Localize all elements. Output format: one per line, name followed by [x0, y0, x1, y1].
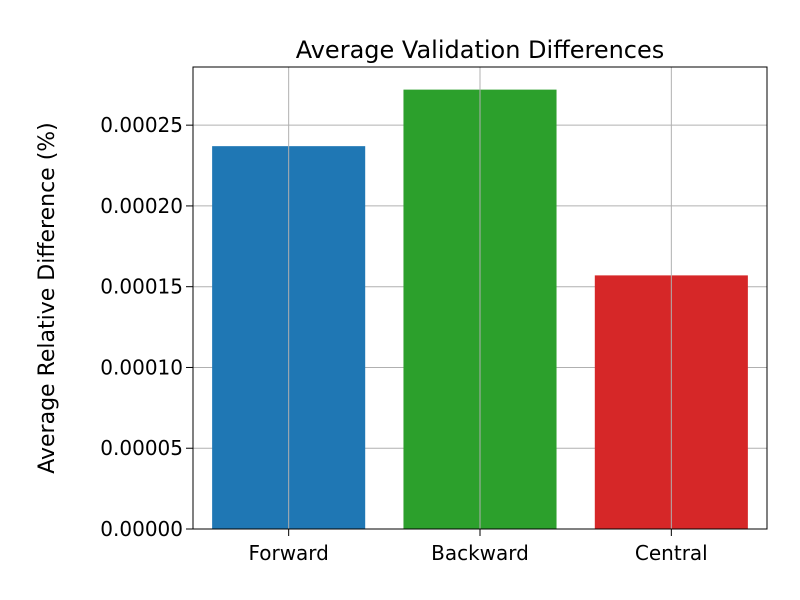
y-tick-label: 0.00010 — [100, 355, 183, 379]
x-tick-label: Backward — [431, 541, 529, 565]
x-tick-label: Central — [635, 541, 708, 565]
y-tick-label: 0.00005 — [100, 436, 183, 460]
y-tick-label: 0.00025 — [100, 113, 183, 137]
y-tick-label: 0.00020 — [100, 194, 183, 218]
y-axis-ticks: 0.00000 0.00005 0.00010 0.00015 0.00020 0.000… — [100, 113, 193, 541]
x-tick-label: Forward — [248, 541, 328, 565]
y-axis-label: Average Relative Difference (%) — [35, 122, 60, 474]
x-axis-ticks: Forward Backward Central — [248, 529, 708, 565]
chart-title: Average Validation Differences — [296, 36, 665, 64]
y-tick-label: 0.00015 — [100, 275, 183, 299]
y-tick-label: 0.00000 — [100, 517, 183, 541]
x-grid-lines — [288, 67, 672, 529]
